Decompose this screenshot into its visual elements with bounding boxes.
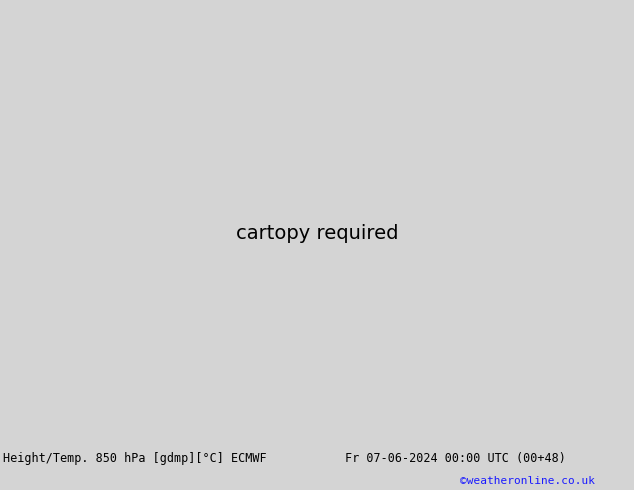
Text: ©weatheronline.co.uk: ©weatheronline.co.uk bbox=[460, 476, 595, 486]
Text: cartopy required: cartopy required bbox=[236, 223, 398, 243]
Text: Fr 07-06-2024 00:00 UTC (00+48): Fr 07-06-2024 00:00 UTC (00+48) bbox=[345, 452, 566, 465]
Text: Height/Temp. 850 hPa [gdmp][°C] ECMWF: Height/Temp. 850 hPa [gdmp][°C] ECMWF bbox=[3, 452, 267, 465]
